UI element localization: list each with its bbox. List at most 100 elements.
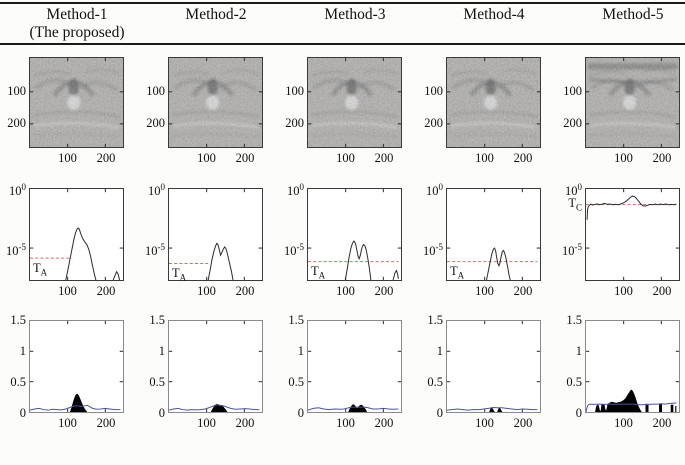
x-tick-label: 100 [58, 284, 77, 298]
metric-panel-canvas [30, 321, 123, 412]
threshold-subscript: A [179, 272, 187, 283]
axis-ticks [30, 321, 123, 412]
x-tick-label: 200 [235, 151, 255, 165]
y-tick-label: 1.5 [288, 313, 304, 327]
axis-ticks [30, 189, 123, 280]
metric-panel [29, 320, 124, 413]
power-exponent: 0 [577, 182, 583, 192]
y-tick-label: 100 [146, 83, 165, 98]
x-tick-label: 100 [475, 284, 494, 298]
y-tick-label: 1 [436, 344, 443, 358]
x-tick-labels: 100 200 [307, 284, 402, 299]
spectrum-curve [208, 243, 233, 280]
spectrum-curve [66, 228, 96, 280]
log-y-tick-label: 100 [426, 180, 443, 199]
threshold-label: TA [450, 264, 464, 283]
y-tick-label: 1.5 [10, 313, 26, 327]
x-tick-label: 200 [96, 284, 116, 298]
y-tick-label: 200 [424, 116, 443, 131]
x-tick-labels: 100 200 [168, 151, 263, 166]
spectrum-panel-canvas [308, 189, 401, 280]
radargram-panel [168, 57, 263, 148]
radargram-panel [585, 57, 680, 148]
threshold-subscript: A [318, 270, 326, 281]
threshold-symbol: T [172, 266, 180, 281]
threshold-label: TA [172, 266, 186, 285]
y-tick-label: 0 [575, 406, 582, 420]
axis-ticks [447, 189, 540, 280]
column-title: Method-3 [324, 6, 386, 23]
method-column-3: 100 200 100 200 100 10-5 TA 100 200 1.5 1 0.5 0 100 20… [284, 0, 425, 465]
power-exponent: 0 [299, 182, 305, 192]
x-tick-label: 100 [197, 151, 216, 165]
power-exponent: -5 [435, 242, 444, 253]
y-tick-label: 0.5 [566, 375, 582, 389]
y-tick-label: 100 [7, 83, 26, 98]
x-tick-label: 100 [475, 151, 494, 165]
column-header-1: Method-1 (The proposed) [0, 6, 177, 42]
radargram-panel-canvas [308, 58, 401, 147]
header-bottom-rule [0, 43, 685, 45]
power-base: 10 [284, 244, 297, 259]
x-tick-label: 200 [235, 416, 255, 430]
y-tick-label: 200 [285, 116, 304, 131]
threshold-symbol: T [311, 264, 319, 279]
y-tick-label: 1 [158, 344, 165, 358]
x-tick-label: 100 [614, 284, 633, 298]
log-y-tick-label: 10-5 [423, 240, 443, 259]
x-tick-label: 100 [58, 151, 77, 165]
axis-ticks [586, 189, 679, 280]
threshold-symbol: T [568, 195, 576, 210]
x-tick-labels: 100 200 [307, 151, 402, 166]
detection-fill-area [595, 389, 642, 412]
y-tick-label: 100 [563, 83, 582, 98]
column-title: Method-2 [185, 6, 247, 23]
x-tick-labels: 100 200 [29, 284, 124, 299]
log-y-tick-label: 10-5 [6, 240, 26, 259]
x-tick-label: 100 [197, 416, 216, 430]
radargram-grain [308, 58, 401, 147]
x-tick-label: 200 [96, 416, 116, 430]
x-tick-label: 100 [614, 151, 633, 165]
y-tick-label: 0 [158, 406, 165, 420]
log-y-tick-label: 100 [148, 180, 165, 199]
detection-fill-area [497, 407, 503, 412]
x-tick-labels: 100 200 [585, 284, 680, 299]
axis-ticks [169, 321, 262, 412]
axis-ticks [308, 58, 401, 147]
y-tick-label: 1.5 [566, 313, 582, 327]
power-base: 10 [562, 244, 575, 259]
column-title: Method-1 [46, 6, 108, 23]
y-tick-label: 0 [297, 406, 304, 420]
threshold-subscript: C [575, 202, 582, 213]
radargram-grain [30, 58, 123, 147]
y-tick-label: 1.5 [149, 313, 165, 327]
x-tick-label: 200 [235, 284, 255, 298]
axis-ticks [447, 321, 540, 412]
threshold-symbol: T [33, 260, 41, 275]
power-exponent: 0 [438, 182, 444, 192]
power-base: 10 [6, 244, 19, 259]
metric-blue-curve [447, 407, 537, 410]
threshold-symbol: T [450, 264, 458, 279]
power-base: 10 [423, 244, 436, 259]
log-y-tick-label: 100 [9, 180, 26, 199]
x-tick-label: 100 [475, 416, 494, 430]
detection-fill-bar [659, 404, 663, 412]
spectrum-panel [446, 188, 541, 281]
x-tick-label: 200 [652, 416, 672, 430]
metric-panel [307, 320, 402, 413]
power-base: 10 [426, 184, 439, 199]
log-y-tick-label: 100 [565, 180, 582, 199]
header-top-rule [0, 2, 685, 4]
y-tick-label: 100 [424, 83, 443, 98]
column-header-3: Method-3 [255, 6, 455, 24]
y-tick-label: 200 [563, 116, 582, 131]
x-tick-label: 200 [652, 151, 672, 165]
column-title: Method-5 [602, 6, 664, 23]
x-tick-labels: 100 200 [446, 284, 541, 299]
method-column-2: 100 200 100 200 100 10-5 TA 100 200 1.5 1 0.5 0 100 20… [145, 0, 286, 465]
x-tick-label: 200 [513, 151, 533, 165]
spectrum-panel [307, 188, 402, 281]
spectrum-panel [585, 188, 680, 281]
